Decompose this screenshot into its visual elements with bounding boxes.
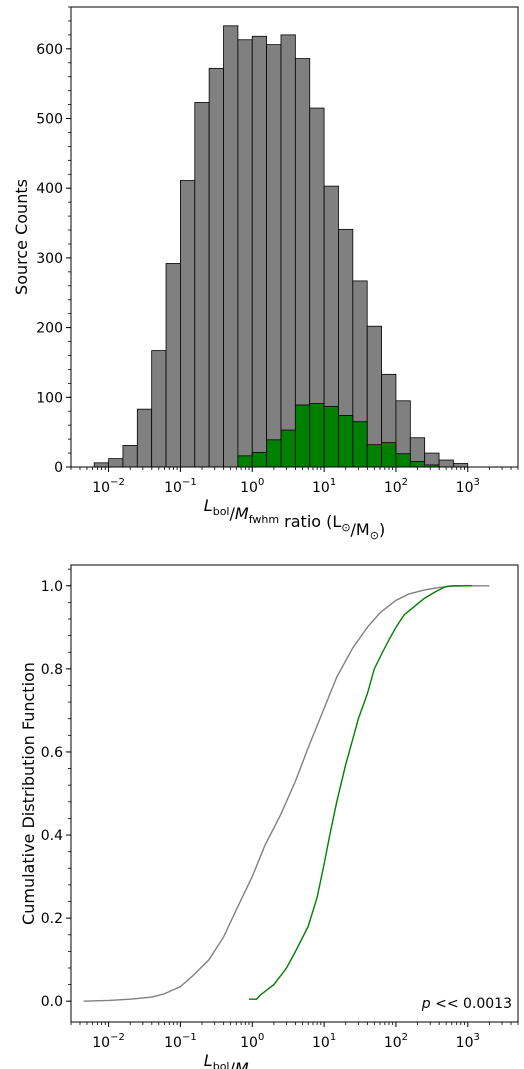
x-tick-label: 10−2: [92, 477, 125, 496]
bar: [323, 405, 339, 468]
bar-series-2: [237, 403, 440, 468]
y-tick-label: 0.2: [41, 911, 63, 927]
y-tick-label: 600: [36, 42, 63, 58]
bar: [108, 458, 124, 468]
y-tick-label: 400: [36, 181, 63, 197]
y-tick-label: 0: [54, 460, 63, 476]
cdf-line-1: [83, 585, 490, 1002]
bar: [280, 429, 296, 468]
y-tick-label: 500: [36, 112, 63, 128]
y-tick-label: 100: [36, 390, 63, 406]
bar: [223, 25, 239, 468]
x-tick-label: 103: [456, 1032, 480, 1051]
bar: [237, 455, 253, 468]
y-axis-label: Source Counts: [12, 179, 31, 295]
chart-panel-2: 10−2 10−1 100 101 102 103 0.0 0.2 0.4 0.6 0.8 1.0 Lb…: [19, 564, 519, 1069]
y-tick-label: 200: [36, 321, 63, 337]
axes-frame: [70, 564, 519, 1023]
bar: [266, 439, 282, 468]
x-tick-label: 101: [312, 477, 336, 496]
y-tick-label: 300: [36, 251, 63, 267]
y-tick-label: 0.4: [41, 828, 63, 844]
axes-frame: [70, 6, 519, 468]
x-tick-label: 101: [312, 1032, 336, 1051]
bar: [309, 403, 325, 468]
bar: [251, 451, 268, 468]
bar: [266, 44, 282, 468]
bar: [93, 462, 109, 468]
bar: [251, 35, 268, 468]
bar: [237, 39, 253, 468]
bar: [453, 463, 469, 468]
bar: [136, 408, 153, 468]
bar: [122, 444, 138, 468]
x-tick-label: 103: [456, 477, 480, 496]
bar: [280, 34, 296, 468]
bar: [151, 350, 167, 468]
bar: [381, 442, 397, 468]
bar-series-1: [93, 25, 469, 468]
p-value-annotation: p << 0.0013: [421, 996, 512, 1012]
x-axis-label: Lbol/Mfwhm ratio (L⊙/M⊙): [204, 496, 385, 542]
x-tick-label: 102: [384, 477, 408, 496]
bar: [352, 421, 368, 468]
bar: [409, 461, 426, 468]
bar: [395, 453, 411, 468]
bar: [294, 404, 311, 468]
bar: [338, 415, 354, 468]
y-tick-label: 0.8: [41, 662, 63, 678]
y-tick-label: 0.6: [41, 745, 63, 761]
y-axis-label: Cumulative Distribution Function: [19, 662, 38, 925]
bar: [194, 102, 210, 468]
chart-panel-1: 10−2 10−1 100 101 102 103 0 100 200 300 400 500 600 L…: [12, 6, 519, 542]
bar: [366, 444, 382, 468]
x-tick-label: 100: [240, 477, 264, 496]
bar: [208, 67, 224, 468]
x-tick-label: 10−2: [92, 1032, 125, 1051]
x-axis-label: Lbol/Mfwhm ratio (L⊙/M⊙): [204, 1051, 385, 1069]
y-tick-label: 0.0: [41, 994, 63, 1010]
x-tick-label: 102: [384, 1032, 408, 1051]
bar: [438, 459, 454, 468]
x-tick-label: 10−1: [164, 477, 197, 496]
cdf-line-2: [248, 585, 473, 1000]
x-tick-label: 10−1: [164, 1032, 197, 1051]
x-tick-label: 100: [240, 1032, 264, 1051]
bar: [180, 180, 196, 468]
y-tick-label: 1.0: [41, 579, 63, 595]
bar: [165, 263, 181, 468]
